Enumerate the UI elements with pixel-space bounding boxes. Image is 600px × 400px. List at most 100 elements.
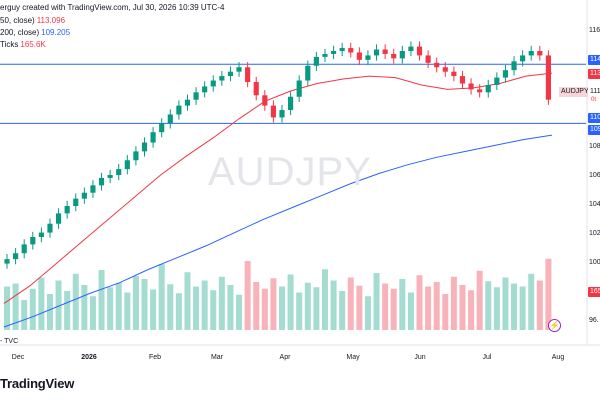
price-tag-111: 111	[588, 87, 600, 97]
volume-bar	[81, 285, 88, 330]
volume-bar	[339, 291, 346, 330]
volume-bar	[287, 274, 294, 330]
ticks-legend[interactable]: Ticks 165.6K	[0, 40, 46, 49]
price-tag-109: 109	[588, 125, 600, 135]
volume-bar	[244, 261, 251, 330]
volume-bar	[64, 291, 71, 330]
x-tick: 2026	[81, 354, 97, 361]
volume-bar	[98, 270, 105, 330]
data-source-label: - TVC	[0, 338, 19, 345]
candle-body	[545, 55, 551, 100]
volume-bar	[4, 286, 11, 330]
candle-body	[313, 56, 319, 66]
candle-body	[434, 62, 440, 68]
volume-bar	[382, 283, 389, 330]
volume-bar	[184, 272, 191, 330]
volume-bar	[407, 292, 414, 330]
volume-bar	[279, 286, 286, 330]
x-tick: Dec	[11, 354, 25, 361]
y-tick: 100	[589, 259, 600, 266]
sma50-value: 113.096	[36, 16, 66, 25]
brand-name: TradingView	[0, 375, 75, 391]
candle-body	[176, 105, 182, 115]
volume-bar	[390, 288, 397, 330]
candle-body	[193, 92, 199, 100]
candle-body	[210, 80, 216, 87]
volume-bar	[29, 288, 36, 330]
sma50-line	[3, 72, 553, 304]
price-tag-110: 110	[588, 113, 600, 123]
sma200-line	[3, 134, 553, 328]
candle-body	[322, 53, 328, 57]
volume-bar	[373, 273, 380, 330]
volume-bar	[476, 270, 483, 330]
candle-body	[184, 99, 191, 106]
volume-bar	[124, 292, 131, 330]
candle-body	[81, 192, 87, 199]
volume-bar	[545, 258, 552, 330]
candle-body	[141, 142, 148, 152]
candle-body	[262, 95, 268, 106]
volume-bar	[519, 286, 526, 330]
sma50-legend[interactable]: 50, close) 113.096	[0, 16, 66, 25]
volume-bar	[304, 282, 311, 330]
x-tick: Feb	[148, 354, 162, 361]
candle-body	[288, 96, 294, 111]
candle-body	[339, 48, 345, 51]
volume-bar	[218, 276, 225, 330]
candle-body	[73, 198, 79, 206]
candle-body	[116, 169, 122, 175]
volume-bar	[253, 282, 260, 330]
candle-body	[124, 160, 130, 170]
candle-body	[528, 51, 534, 56]
candle-body	[21, 244, 27, 254]
candle-body	[382, 49, 388, 54]
lightning-icon[interactable]: ⚡	[548, 319, 561, 332]
candle-body	[459, 76, 466, 84]
candle-body	[330, 51, 337, 54]
volume-bar	[72, 273, 79, 330]
volume-bar	[493, 287, 500, 330]
volume-bar	[416, 275, 423, 330]
tradingview-logo[interactable]: TradingView	[0, 374, 74, 392]
price-tag-113: 113	[588, 69, 600, 79]
candle-body	[64, 206, 70, 214]
candle-body	[219, 76, 225, 81]
volume-bar	[459, 285, 466, 330]
volume-bar	[468, 290, 475, 330]
volume-bar	[201, 280, 208, 330]
candle-body	[442, 67, 448, 72]
y-tick: 108	[589, 143, 600, 150]
candle-body	[502, 70, 509, 78]
volume-bar	[141, 279, 148, 330]
volume-bar	[330, 280, 337, 330]
candle-body	[494, 77, 500, 85]
volume-bar	[364, 296, 371, 330]
sma200-legend[interactable]: 200, close) 109.205	[0, 28, 71, 37]
volume-bar	[193, 286, 200, 330]
volume-bar	[347, 277, 354, 330]
volume-bar	[528, 273, 535, 330]
candle-body	[133, 151, 139, 161]
volume-bar	[399, 279, 406, 330]
volume-bar	[321, 269, 328, 330]
candle-body	[236, 67, 242, 72]
volume-bar	[55, 280, 62, 330]
price-change-text: 0t	[591, 97, 597, 103]
volume-bar	[236, 294, 243, 330]
candle-body	[537, 51, 543, 56]
candle-body	[270, 105, 276, 118]
volume-bar	[433, 282, 440, 330]
volume-bar	[227, 285, 234, 330]
volume-bar	[12, 283, 19, 330]
volume-bar	[21, 300, 28, 330]
candle-body	[468, 83, 474, 90]
volume-bar	[485, 281, 492, 330]
candle-body	[296, 80, 302, 97]
volume-bar	[296, 292, 303, 330]
candle-body	[399, 51, 405, 59]
volume-bar	[511, 283, 518, 330]
candle-body	[391, 53, 397, 59]
x-tick: Jun	[414, 354, 426, 361]
